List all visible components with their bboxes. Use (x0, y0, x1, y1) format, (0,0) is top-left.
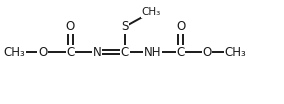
Text: S: S (121, 20, 129, 33)
Text: CH₃: CH₃ (142, 7, 161, 17)
Text: N: N (93, 46, 101, 58)
Text: CH₃: CH₃ (4, 46, 26, 58)
Text: C: C (66, 46, 75, 58)
Text: C: C (121, 46, 129, 58)
Text: O: O (66, 20, 75, 33)
Text: O: O (202, 46, 212, 58)
Text: C: C (177, 46, 185, 58)
Text: CH₃: CH₃ (224, 46, 246, 58)
Text: O: O (176, 20, 185, 33)
Text: O: O (38, 46, 47, 58)
Text: NH: NH (144, 46, 162, 58)
